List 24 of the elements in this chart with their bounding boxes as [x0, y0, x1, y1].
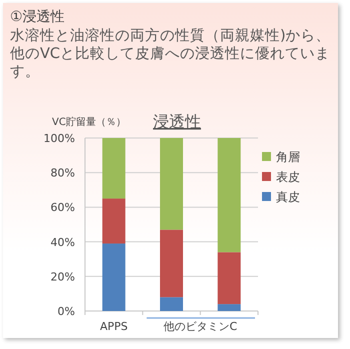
bar: [160, 297, 183, 311]
y-tick-label: 80%: [50, 166, 75, 180]
bar: [218, 304, 241, 311]
bar: [218, 252, 241, 304]
bar: [160, 138, 183, 230]
bar: [160, 230, 183, 298]
y-tick-label: 60%: [50, 201, 75, 214]
bar: [218, 138, 241, 252]
y-tick-label: 100%: [44, 132, 75, 145]
bar: [102, 198, 126, 244]
legend-label: 真皮: [276, 190, 300, 204]
bar: [102, 244, 126, 311]
legend-label: 表皮: [276, 170, 300, 184]
y-tick-label: 40%: [50, 236, 75, 249]
text: 水溶性と油溶性の両方の性質（両親媒性)から、他のVCと比較して皮膚への浸透性に優れています。: [10, 27, 332, 81]
y-tick-label: 0%: [58, 305, 75, 318]
text: ①浸透性: [10, 8, 65, 26]
text: 他のビタミンC: [163, 320, 238, 333]
x-tick-label: APPS: [100, 320, 128, 333]
y-tick-label: 20%: [50, 270, 75, 284]
bar: [102, 138, 126, 199]
legend-label: 角層: [276, 150, 300, 164]
chart-title: 浸透性: [153, 112, 201, 131]
y-axis-title: VC貯留量（％）: [52, 116, 126, 128]
